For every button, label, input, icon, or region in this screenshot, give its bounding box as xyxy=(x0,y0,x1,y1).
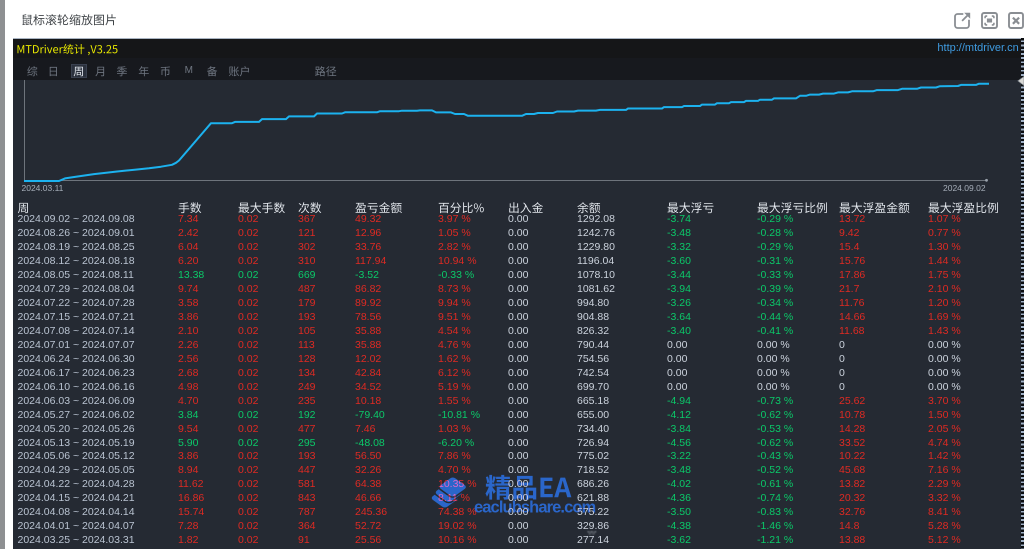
svg-text:eaclubshare.com: eaclubshare.com xyxy=(474,499,596,517)
